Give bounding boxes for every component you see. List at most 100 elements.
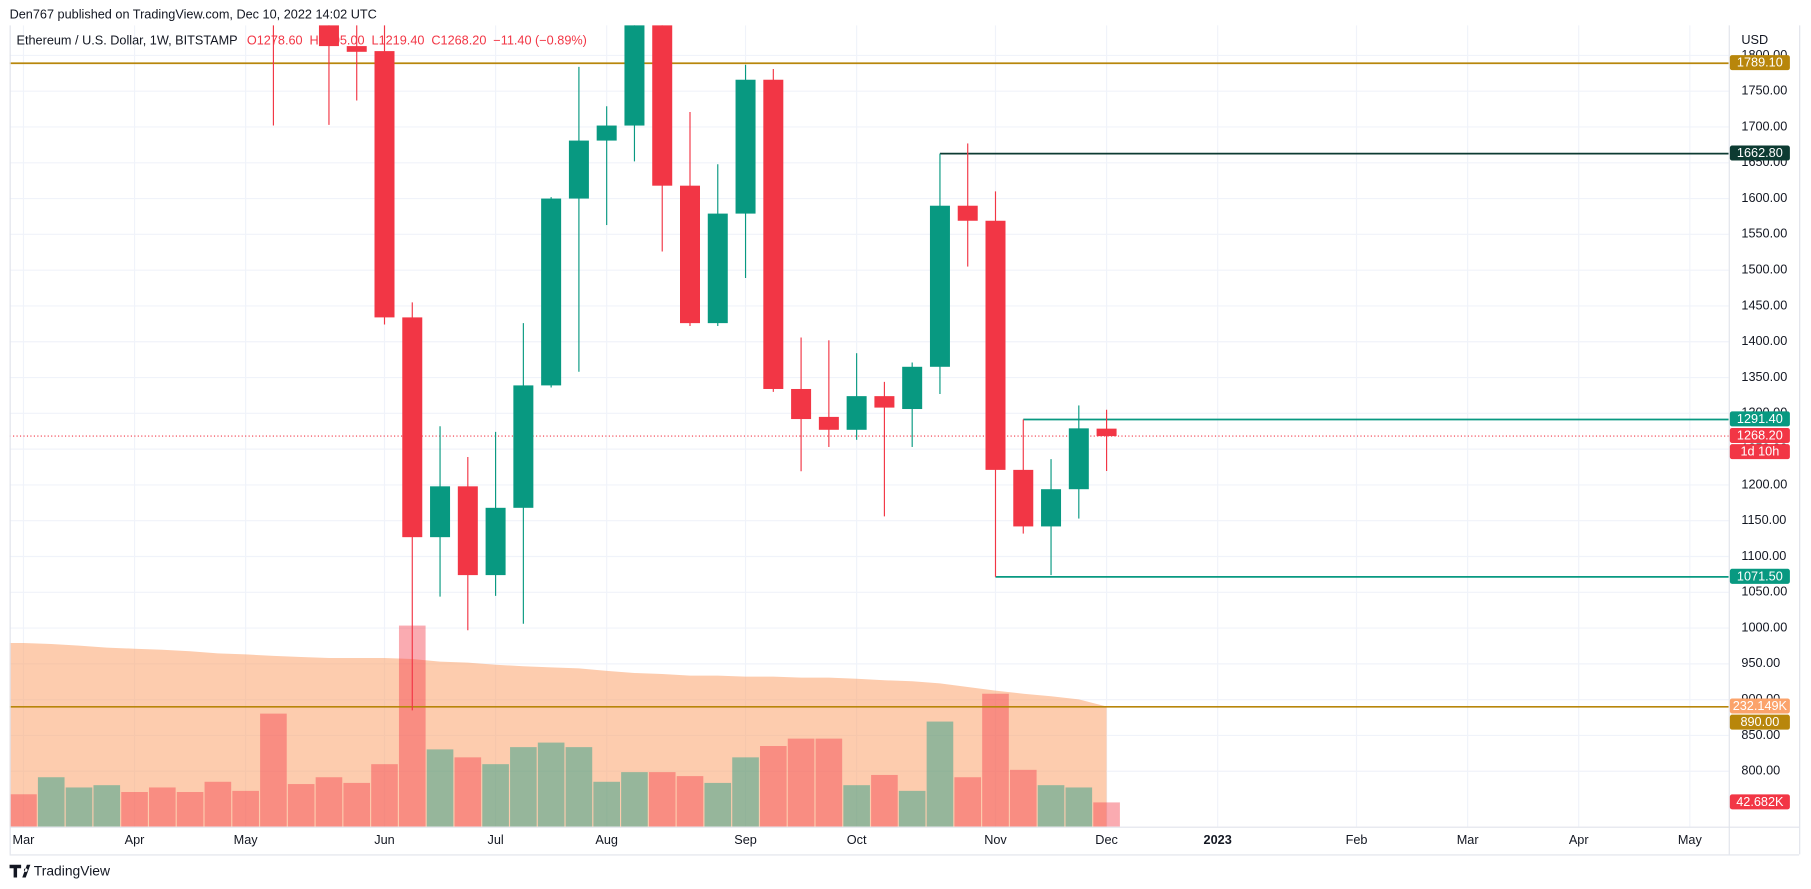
- volume-bar: [898, 790, 926, 827]
- level-price-label: 1291.40: [1737, 412, 1783, 426]
- y-tick-label: 1150.00: [1741, 513, 1786, 527]
- price-labels: 1789.10 1662.80 1291.40 1071.50 890.00 1268.2…: [1729, 55, 1790, 810]
- candle-body: [735, 79, 756, 214]
- volume-bar: [954, 777, 982, 827]
- x-tick-label: Aug: [595, 833, 618, 847]
- x-tick-label: Oct: [847, 833, 867, 847]
- level-price-label: 1662.80: [1737, 146, 1783, 160]
- volume-ma-label: 232.149K: [1733, 699, 1788, 713]
- volume-bar: [37, 777, 65, 827]
- candle-body: [596, 125, 617, 141]
- volume-pane: [9, 625, 1120, 827]
- volume-bar: [760, 745, 787, 827]
- candle-body: [485, 507, 506, 576]
- candle-body: [846, 396, 867, 430]
- level-price-label-box: [1729, 568, 1790, 584]
- volume-bar: [565, 747, 593, 827]
- candle-body: [402, 317, 423, 538]
- change-label: −11.40 (−0.89%): [493, 34, 587, 48]
- volume-bar: [482, 764, 509, 827]
- candle-body: [513, 385, 534, 508]
- chart-title: Ethereum / U.S. Dollar, 1W, BITSTAMP: [16, 34, 237, 48]
- candle-body: [957, 205, 978, 221]
- y-tick-label: 1700.00: [1741, 119, 1787, 133]
- x-tick-label: Apr: [1569, 833, 1590, 847]
- volume-bar: [732, 757, 759, 827]
- y-tick-label: 1450.00: [1741, 298, 1787, 312]
- volume-bar: [1009, 769, 1037, 827]
- x-tick-label: Sep: [734, 833, 757, 847]
- candle-body: [1013, 469, 1034, 527]
- x-tick-label: May: [234, 833, 259, 847]
- close-label: C1268.20: [431, 34, 486, 48]
- x-tick-label: Jul: [487, 833, 503, 847]
- y-tick-label: 1600.00: [1741, 191, 1787, 205]
- brand-name: TradingView: [34, 862, 111, 878]
- x-tick-label: Mar: [1457, 833, 1480, 847]
- y-tick-label: 1000.00: [1741, 620, 1787, 634]
- x-tick-label: Feb: [1346, 833, 1368, 847]
- candle-body: [985, 220, 1006, 470]
- chart-legend: Ethereum / U.S. Dollar, 1W, BITSTAMP O127…: [16, 34, 586, 48]
- volume-bar: [454, 757, 482, 827]
- level-price-label: 890.00: [1740, 715, 1779, 729]
- low-label: L1219.40: [372, 34, 425, 48]
- y-tick-label: 1500.00: [1741, 263, 1787, 277]
- volume-bar: [1065, 787, 1093, 827]
- y-tick-label: 1400.00: [1741, 334, 1787, 348]
- candle-body: [318, 25, 339, 47]
- volume-bar: [704, 782, 732, 827]
- volume-bar: [315, 777, 343, 827]
- volume-bar: [65, 787, 93, 827]
- currency-label: USD: [1741, 33, 1768, 47]
- level-price-label-box: [1729, 145, 1790, 161]
- publisher-note: Den767 published on TradingView.com, Dec…: [10, 7, 377, 21]
- x-tick-label: May: [1678, 833, 1703, 847]
- candle-body: [652, 25, 673, 186]
- candle-body: [707, 213, 728, 324]
- volume-bar: [982, 693, 1009, 827]
- candle-body: [624, 25, 645, 126]
- volume-bar: [232, 790, 259, 827]
- axes: USD Mar Apr May Jun Jul Aug Sep Oct Nov Dec 2023 Fe…: [9, 25, 1801, 856]
- x-tick-label: Nov: [984, 833, 1007, 847]
- volume-bar: [1093, 802, 1120, 827]
- last-price-label: 1d 10h: [1740, 445, 1779, 459]
- candles: [272, 25, 1117, 711]
- volume-bar: [593, 781, 620, 827]
- volume-bar: [676, 776, 704, 827]
- candle-body: [1096, 428, 1117, 437]
- volume-bar: [537, 742, 565, 827]
- volume-ma-area: [9, 642, 1107, 827]
- x-tick-label: Jun: [374, 833, 394, 847]
- volume-bar: [371, 764, 398, 827]
- candle-body: [541, 198, 562, 386]
- volume-bar: [204, 781, 232, 827]
- volume-bar: [149, 787, 176, 827]
- open-label: O1278.60: [247, 34, 303, 48]
- candle-body: [374, 51, 395, 318]
- y-tick-label: 1550.00: [1741, 227, 1787, 241]
- volume-bar: [926, 721, 954, 827]
- y-tick-label: 850.00: [1741, 728, 1780, 742]
- volume-bar: [648, 772, 676, 827]
- last-price-label-box: [1729, 444, 1790, 460]
- volume-label-box: [1729, 794, 1790, 810]
- last-price-label-box: [1729, 428, 1790, 444]
- volume-bar: [343, 782, 371, 827]
- candle-body: [874, 396, 895, 408]
- candle-body: [929, 205, 950, 367]
- volume-ma-label-box: [1729, 698, 1790, 714]
- volume-bar: [121, 792, 148, 827]
- candle-body: [568, 140, 589, 199]
- volume-bar: [871, 774, 898, 827]
- brand-logo: TradingView: [9, 862, 111, 878]
- level-price-label-box: [1729, 714, 1790, 730]
- y-tick-label: 1350.00: [1741, 370, 1787, 384]
- candle-body: [902, 366, 923, 410]
- candle-body: [457, 486, 478, 576]
- level-price-label-box: [1729, 55, 1790, 71]
- x-tick-label: 2023: [1204, 833, 1232, 847]
